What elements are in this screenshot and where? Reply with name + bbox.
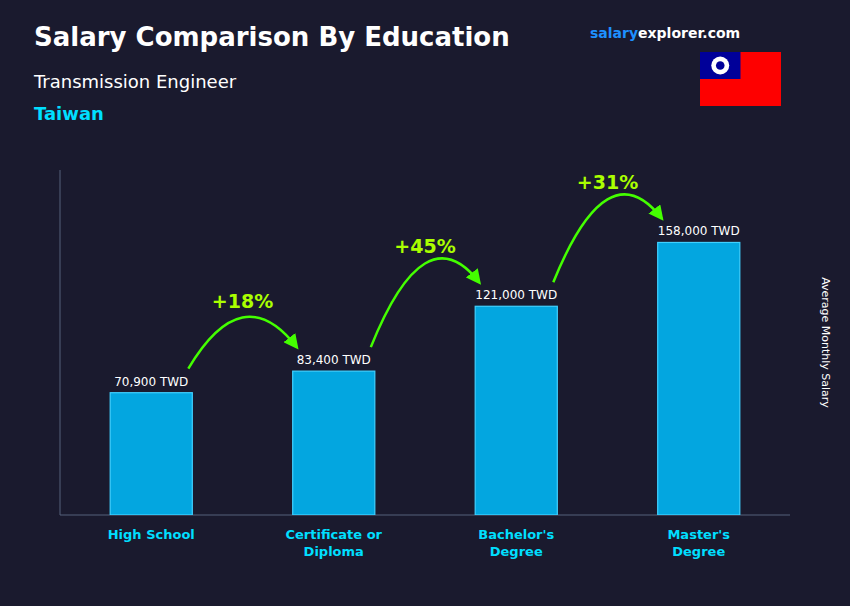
x-tick-label-line: Master's: [667, 527, 730, 542]
chart-svg: Salary Comparison By Education Transmissi…: [0, 0, 850, 606]
subtitle: Transmission Engineer: [33, 71, 237, 92]
bar: [110, 393, 192, 515]
annotation: +31%: [577, 171, 638, 193]
x-tick-label-line: Certificate or: [286, 527, 383, 542]
x-tick-label-line: Bachelor's: [478, 527, 554, 542]
bar: [658, 242, 740, 515]
source-part: explorer.com: [638, 25, 740, 41]
growth-arrow: [188, 317, 296, 369]
subtitle-country: Taiwan: [34, 103, 104, 124]
background: [0, 0, 850, 606]
flag: [700, 52, 781, 106]
flag-dot: [716, 61, 725, 70]
x-tick-label: Master's Degree: [667, 527, 730, 559]
x-tick-label: High School: [108, 527, 195, 542]
value-label: 121,000 TWD: [475, 288, 557, 302]
annotation: +18%: [212, 290, 273, 312]
x-tick-label-line: Diploma: [304, 544, 364, 559]
bar: [293, 371, 375, 515]
flag-canton: [700, 52, 741, 79]
title: Salary Comparison By Education: [34, 22, 510, 52]
x-tick-label-line: Degree: [672, 544, 725, 559]
source: salaryexplorer.com: [590, 25, 740, 41]
value-label: 158,000 TWD: [658, 224, 740, 238]
flag-sun: [711, 57, 729, 75]
x-tick-label-line: Degree: [490, 544, 543, 559]
source-part: salary: [590, 25, 638, 41]
bar: [475, 306, 557, 515]
flag-field: [700, 52, 781, 106]
chart-container: Salary Comparison By Education Transmissi…: [0, 0, 850, 606]
y-axis-line: [60, 170, 61, 515]
bars: [110, 242, 740, 515]
x-tick-label: Certificate or Diploma: [286, 527, 383, 559]
annotation: +45%: [394, 235, 455, 257]
value-label: 83,400 TWD: [297, 353, 371, 367]
growth-arrow: [553, 194, 661, 282]
value-label: 70,900 TWD: [114, 375, 188, 389]
x-tick-label: Bachelor's Degree: [478, 527, 554, 559]
y-axis-label: Average Monthly Salary: [819, 277, 832, 408]
x-tick-label-line: High School: [108, 527, 195, 542]
growth-arrow: [371, 258, 479, 347]
